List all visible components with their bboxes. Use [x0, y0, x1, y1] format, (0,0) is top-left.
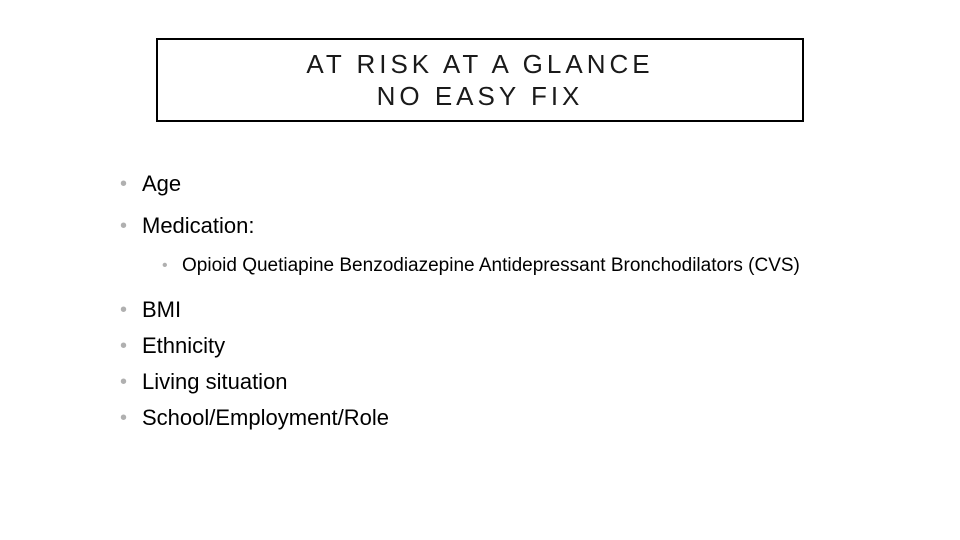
- bullet-icon: •: [162, 254, 182, 278]
- bullet-text: BMI: [142, 296, 181, 324]
- bullet-text: Living situation: [142, 368, 288, 396]
- bullet-icon: •: [120, 404, 142, 432]
- title-line-2: NO EASY FIX: [377, 80, 584, 113]
- bullet-item: • Age: [120, 170, 840, 198]
- bullet-icon: •: [120, 296, 142, 324]
- bullet-item: • Medication:: [120, 212, 840, 240]
- bullet-icon: •: [120, 170, 142, 198]
- bullet-icon: •: [120, 368, 142, 396]
- bullet-item: • Ethnicity: [120, 332, 840, 360]
- bullet-item: • Living situation: [120, 368, 840, 396]
- title-line-1: AT RISK AT A GLANCE: [306, 48, 653, 81]
- content-area: • Age • Medication: • Opioid Quetiapine …: [120, 170, 840, 440]
- bullet-text: Medication:: [142, 212, 255, 240]
- bullet-text: Ethnicity: [142, 332, 225, 360]
- bullet-icon: •: [120, 212, 142, 240]
- bullet-text: Age: [142, 170, 181, 198]
- bullet-text: School/Employment/Role: [142, 404, 389, 432]
- bullet-icon: •: [120, 332, 142, 360]
- title-box: AT RISK AT A GLANCE NO EASY FIX: [156, 38, 804, 122]
- sub-bullet-item: • Opioid Quetiapine Benzodiazepine Antid…: [162, 254, 840, 278]
- bullet-item: • BMI: [120, 296, 840, 324]
- bullet-item: • School/Employment/Role: [120, 404, 840, 432]
- slide: AT RISK AT A GLANCE NO EASY FIX • Age • …: [0, 0, 960, 540]
- bullet-group: • BMI • Ethnicity • Living situation • S…: [120, 296, 840, 432]
- sub-bullet-text: Opioid Quetiapine Benzodiazepine Antidep…: [182, 254, 800, 278]
